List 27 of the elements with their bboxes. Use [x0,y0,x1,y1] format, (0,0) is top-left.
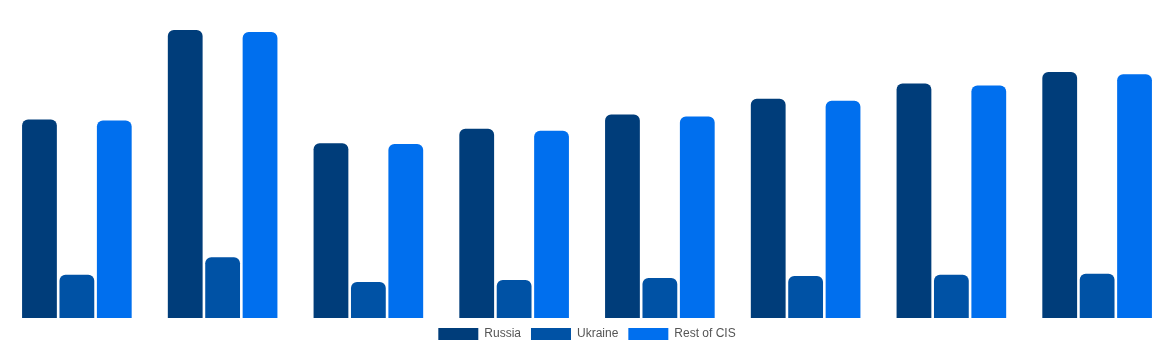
bar [242,32,278,318]
bar [388,144,424,318]
legend-label: Rest of CIS [674,326,736,341]
bar [313,143,349,318]
bar [788,275,824,318]
bar [205,257,241,318]
bar [96,120,132,318]
bar [534,130,569,318]
bar [971,85,1007,318]
bar [496,279,532,318]
bar [605,114,640,318]
bar [350,282,386,318]
bar [642,277,678,318]
bar [1117,74,1152,318]
bar [167,30,203,318]
bar [1079,273,1115,318]
bar [750,98,786,318]
bar [22,119,57,318]
bar [896,83,932,318]
bar [1042,72,1078,318]
bar [459,128,495,318]
bar [933,274,969,318]
legend-label: Ukraine [576,326,619,341]
bar [59,274,95,318]
bar [825,100,861,318]
bar [679,116,715,318]
legend-label: Russia [484,326,522,341]
